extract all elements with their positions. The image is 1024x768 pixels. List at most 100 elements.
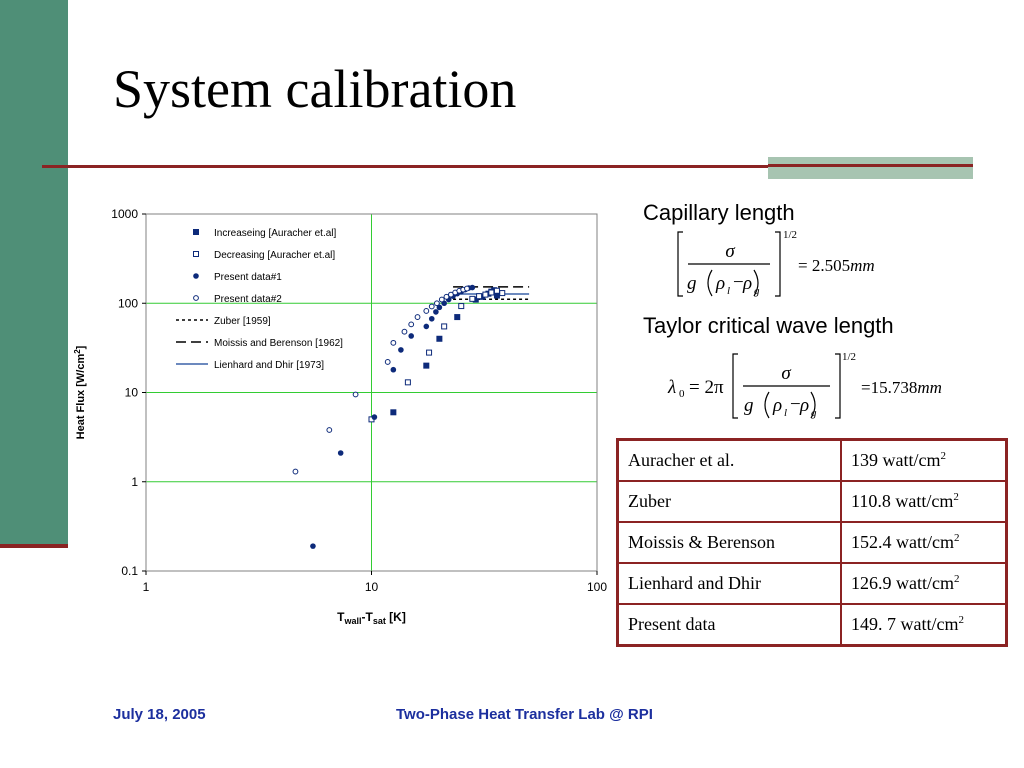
- table-unit-superscript: 2: [940, 450, 946, 462]
- chf-table-body: Auracher et al. 139 watt/cm2 Zuber 110.8 wa…: [616, 438, 1008, 647]
- svg-text:= 2π: = 2π: [689, 377, 724, 398]
- svg-text:σ: σ: [781, 363, 791, 384]
- svg-text:−: −: [790, 394, 801, 415]
- data-point: [488, 289, 495, 296]
- x-label-mid: -T: [362, 610, 374, 624]
- legend-marker-swatch: [193, 295, 199, 301]
- table-value-cell: 149. 7 watt/cm2: [840, 603, 1008, 647]
- svg-text:l: l: [727, 285, 730, 297]
- data-markers: [292, 284, 506, 549]
- data-point: [390, 339, 397, 346]
- svg-text:ρ: ρ: [772, 395, 782, 416]
- legend-marker-swatch: [193, 251, 199, 257]
- data-point: [441, 323, 448, 330]
- legend-entry-label: Increaseing [Auracher et.al]: [214, 228, 337, 239]
- data-point: [493, 292, 500, 299]
- capillary-value: = 2.505: [798, 256, 850, 275]
- y-label-main: Heat Flux [W/cm: [75, 354, 87, 440]
- data-point: [310, 543, 316, 549]
- table-value-cell: 110.8 watt/cm2: [840, 480, 1008, 523]
- svg-text:ρ: ρ: [799, 395, 809, 416]
- legend-entry-label: Zuber [1959]: [214, 316, 271, 327]
- taylor-wave-length-label: Taylor critical wave length: [643, 313, 894, 338]
- chart-legend: Increaseing [Auracher et.al] Decreasing […: [176, 228, 343, 371]
- data-point: [428, 315, 435, 322]
- data-point: [423, 362, 430, 369]
- x-tick-label: 1: [143, 580, 150, 594]
- data-point: [434, 300, 440, 307]
- data-point: [423, 308, 430, 314]
- data-point: [479, 293, 486, 300]
- table-source-cell: Lienhard and Dhir: [616, 562, 842, 605]
- data-point: [476, 293, 483, 300]
- table-unit-superscript: 2: [953, 532, 960, 544]
- table-value-cell: 139 watt/cm2: [840, 438, 1008, 482]
- legend-entry-label: Lienhard and Dhir [1973]: [214, 360, 324, 371]
- svg-text:g: g: [744, 395, 754, 416]
- x-label-sub-sat: sat: [373, 616, 386, 626]
- svg-text:ρ: ρ: [742, 273, 752, 294]
- taylor-exponent: 1/2: [842, 351, 856, 363]
- table-value-cell: 152.4 watt/cm2: [840, 521, 1008, 564]
- axis-ticks: 0.1 1 10 100 1000 1 10 100: [111, 207, 607, 594]
- data-point: [436, 335, 443, 342]
- data-point: [337, 450, 344, 456]
- data-point: [433, 309, 439, 315]
- legend-entry-label: Present data#1: [214, 272, 282, 283]
- y-tick-label: 1000: [111, 207, 138, 221]
- capillary-unit: mm: [850, 256, 875, 275]
- data-point: [401, 328, 408, 335]
- data-point: [371, 414, 378, 420]
- x-label-sub-wall: wall: [343, 616, 361, 626]
- left-accent-bar-edge: [0, 544, 68, 548]
- svg-text:0: 0: [679, 388, 685, 400]
- svg-text:λ: λ: [667, 377, 676, 398]
- data-point: [404, 379, 411, 386]
- x-axis-label: Twall-Tsat [K]: [337, 610, 406, 626]
- x-tick-label: 10: [365, 580, 379, 594]
- table-value-text: 110.8 watt/cm: [851, 491, 954, 511]
- data-point: [352, 391, 359, 398]
- table-row: Lienhard and Dhir 126.9 watt/cm2: [616, 562, 1008, 605]
- data-point: [469, 295, 476, 302]
- data-point: [499, 290, 506, 297]
- taylor-value: =15.738: [861, 378, 917, 397]
- chf-comparison-table: Auracher et al. 139 watt/cm2 Zuber 110.8 wa…: [616, 438, 1008, 647]
- svg-text:σ: σ: [725, 241, 735, 262]
- taylor-unit: mm: [917, 378, 942, 397]
- footer-lab-name: Two-Phase Heat Transfer Lab @ RPI: [396, 706, 653, 723]
- x-label-main: T: [337, 610, 345, 624]
- data-point: [464, 285, 470, 292]
- taylor-result: =15.738mm: [861, 378, 942, 397]
- table-value-text: 139 watt/cm: [851, 450, 941, 470]
- data-point: [390, 366, 397, 373]
- data-point: [438, 296, 445, 303]
- data-point: [398, 347, 404, 353]
- legend-marker-swatch: [193, 229, 199, 235]
- legend-entry-label: Present data#2: [214, 294, 282, 305]
- capillary-length-formula: σ g ρ l − ρ g 1/2 = 2.505mm: [677, 229, 875, 297]
- table-source-cell: Moissis & Berenson: [616, 521, 842, 564]
- svg-text:g: g: [811, 407, 817, 419]
- data-point: [423, 323, 430, 330]
- data-point: [454, 314, 461, 321]
- y-label-sup: 2: [73, 349, 82, 354]
- svg-text:g: g: [687, 273, 697, 294]
- table-row: Zuber 110.8 watt/cm2: [616, 480, 1008, 523]
- legend-entry-label: Decreasing [Auracher et.al]: [214, 250, 335, 261]
- svg-text:l: l: [784, 407, 787, 419]
- svg-text:−: −: [733, 272, 744, 293]
- y-label-end: ]: [75, 345, 87, 349]
- svg-text:ρ: ρ: [715, 273, 725, 294]
- left-accent-bar: [0, 0, 68, 548]
- footer-date: July 18, 2005: [113, 706, 206, 723]
- y-tick-label: 10: [125, 386, 139, 400]
- y-tick-label: 1: [131, 475, 138, 489]
- table-value-cell: 126.9 watt/cm2: [840, 562, 1008, 605]
- table-source-cell: Present data: [616, 603, 842, 647]
- capillary-length-label: Capillary length: [643, 200, 795, 225]
- data-point: [469, 284, 476, 291]
- title-accent-line: [768, 164, 973, 167]
- table-value-text: 152.4 watt/cm: [851, 532, 954, 552]
- data-point: [292, 468, 299, 475]
